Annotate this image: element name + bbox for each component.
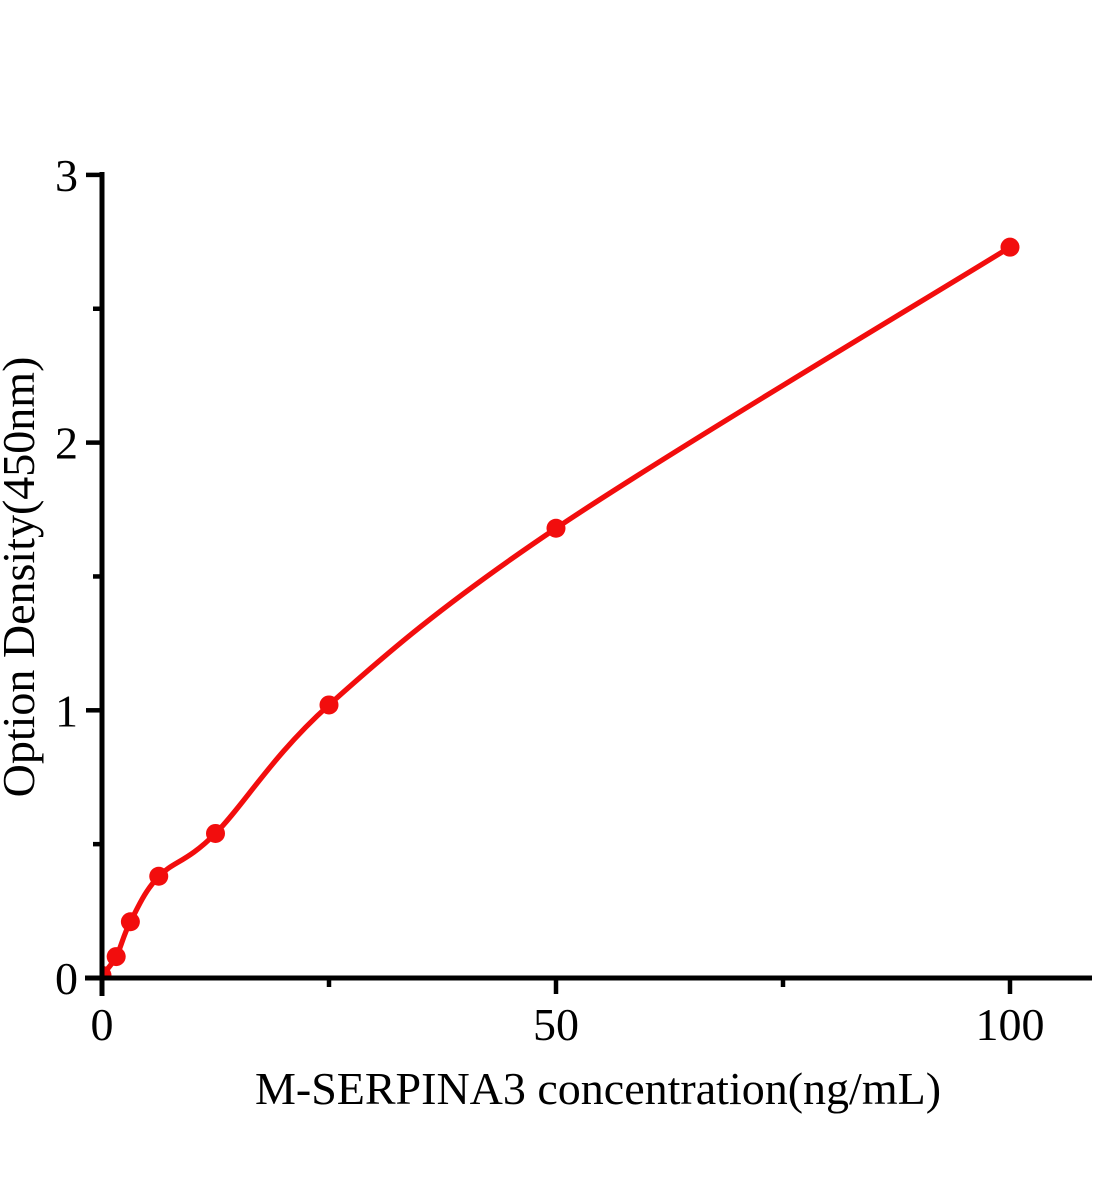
- y-tick-label: 1: [55, 685, 78, 736]
- data-series: [104, 237, 1020, 976]
- data-point-marker: [149, 866, 169, 886]
- fit-curve: [104, 244, 1013, 976]
- x-axis-title: M-SERPINA3 concentration(ng/mL): [255, 1063, 941, 1114]
- data-point-marker: [106, 947, 126, 967]
- axis-tick-labels: 0 50 100 0 1 2 3: [55, 150, 1045, 1050]
- y-tick-label: 2: [55, 418, 78, 469]
- x-tick-label: 50: [533, 999, 579, 1050]
- data-point-marker: [546, 518, 566, 538]
- y-axis-title: Option Density(450nm): [0, 357, 44, 798]
- data-point-marker: [206, 823, 225, 843]
- x-tick-label: 100: [976, 999, 1045, 1050]
- x-tick-label: 0: [91, 999, 114, 1050]
- y-tick-label: 0: [55, 953, 78, 1004]
- data-point-marker: [1000, 237, 1020, 257]
- data-point-marker: [120, 912, 140, 932]
- axis-ticks: [86, 172, 1013, 994]
- data-point-marker: [104, 966, 112, 976]
- y-tick-label: 3: [55, 150, 78, 201]
- data-point-marker: [319, 695, 339, 715]
